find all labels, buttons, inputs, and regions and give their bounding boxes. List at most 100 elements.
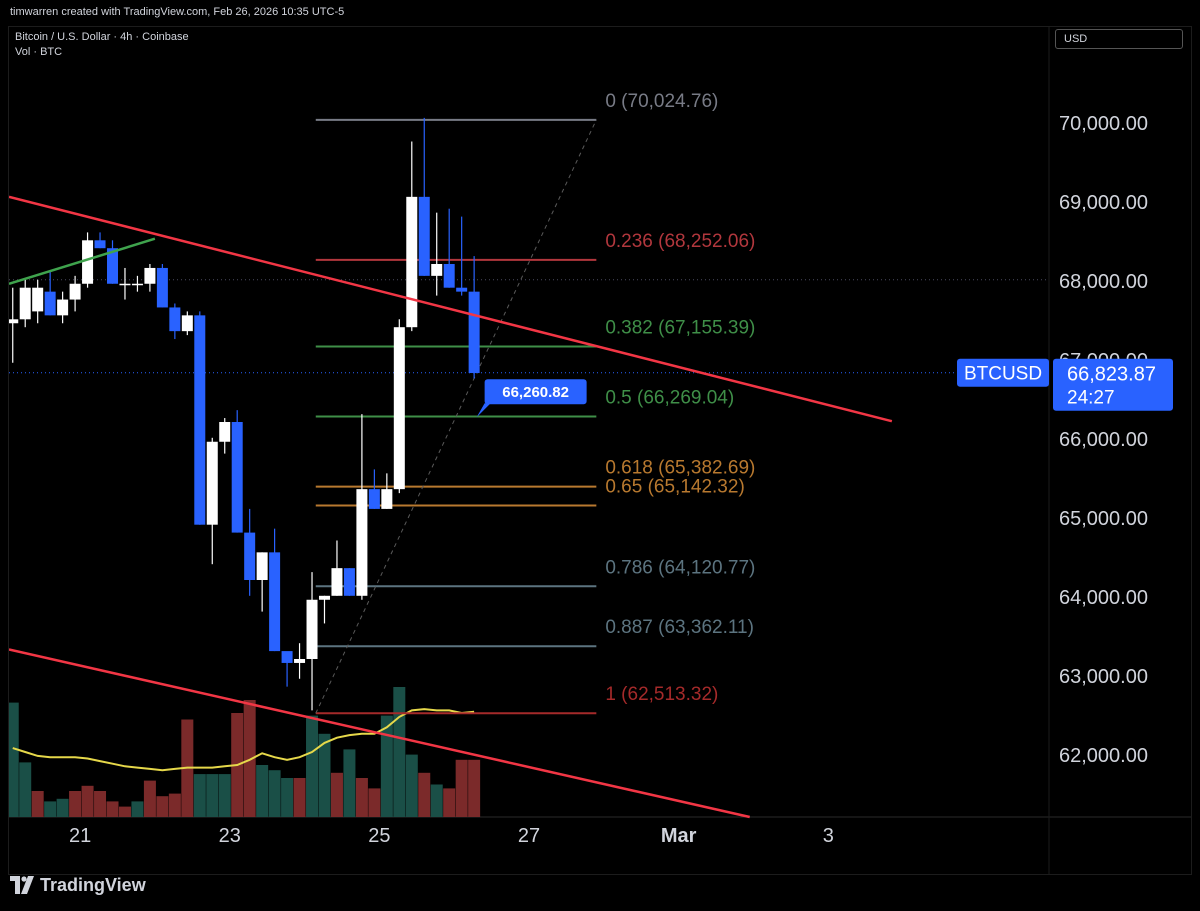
callout-pointer xyxy=(476,403,491,418)
price-tick-label: 69,000.00 xyxy=(1059,192,1148,214)
volume-bar xyxy=(118,806,131,817)
time-tick-label: Mar xyxy=(661,825,697,847)
volume-bar xyxy=(31,791,44,817)
candle-body xyxy=(368,489,380,509)
volume-bar xyxy=(468,759,481,817)
candle-body xyxy=(356,489,368,596)
fib-diagonal xyxy=(315,119,597,714)
volume-bar xyxy=(206,774,219,817)
fib-label-0.65: 0.65 (65,142.32) xyxy=(605,477,744,498)
candle-body xyxy=(94,240,106,249)
volume-bar xyxy=(156,796,169,817)
candle-body xyxy=(443,264,455,288)
volume-bar xyxy=(393,687,406,817)
time-tick-label: 21 xyxy=(69,825,91,847)
candle-body xyxy=(9,319,19,324)
symbol-badge xyxy=(957,358,1049,387)
volume-bar xyxy=(306,715,319,817)
candle-body xyxy=(69,283,81,300)
price-tick-label: 65,000.00 xyxy=(1059,508,1148,530)
candle-body xyxy=(269,552,281,652)
fib-label-0.887: 0.887 (63,362.11) xyxy=(605,617,754,638)
price-chart[interactable]: 0 (70,024.76) 0.236 (68,252.06) 0.382 (67,… xyxy=(9,27,1192,875)
attribution-text: timwarren created with TradingView.com, … xyxy=(10,6,345,18)
trendline-lower-support xyxy=(9,648,750,819)
volume-bar xyxy=(405,754,418,817)
tradingview-logo-icon xyxy=(10,876,34,894)
last-price-label: 66,823.87 xyxy=(1067,364,1156,386)
candle-body xyxy=(343,568,355,596)
volume-bar xyxy=(455,759,468,817)
candle-body xyxy=(206,441,218,525)
volume-bar xyxy=(94,791,107,817)
candle-body xyxy=(32,287,44,312)
volume-ma-line xyxy=(12,708,475,772)
volume-legend[interactable]: Vol · BTC xyxy=(15,46,63,58)
candle-body xyxy=(57,299,69,316)
countdown-label: 24:27 xyxy=(1067,388,1115,409)
price-tick-label: 70,000.00 xyxy=(1059,113,1148,135)
volume-bar xyxy=(380,715,393,817)
volume-bar xyxy=(69,791,82,817)
volume-bar xyxy=(430,784,443,817)
candle-body xyxy=(306,599,318,659)
candle-body xyxy=(331,568,343,596)
candle-body xyxy=(468,291,480,374)
volume-bar xyxy=(131,801,144,817)
symbol-badge-label: BTCUSD xyxy=(964,364,1042,385)
volume-bar xyxy=(81,785,94,817)
candle-body xyxy=(156,267,168,308)
volume-bar xyxy=(418,772,431,817)
candle-body xyxy=(194,315,206,525)
volume-bar xyxy=(318,733,331,817)
volume-bar xyxy=(443,788,456,817)
footer xyxy=(0,875,1200,911)
candle-body xyxy=(244,532,256,580)
top-bar: timwarren created with TradingView.com, … xyxy=(0,0,1200,26)
volume-bar xyxy=(355,778,368,817)
volume-bar xyxy=(106,801,119,817)
time-tick-label: 3 xyxy=(823,825,834,847)
candle-body xyxy=(107,248,119,284)
volume-bar xyxy=(44,801,57,817)
volume-bar xyxy=(143,780,156,817)
volume-bar xyxy=(256,765,269,817)
volume-bar xyxy=(19,762,32,817)
currency-button[interactable]: USD xyxy=(1055,29,1183,49)
candle-body xyxy=(456,287,468,292)
candle-body xyxy=(169,307,181,332)
candle-body xyxy=(19,287,31,320)
fib-label-0.5: 0.5 (66,269.04) xyxy=(605,388,734,409)
candle-body xyxy=(131,283,143,286)
candle-body xyxy=(256,552,268,580)
time-tick-label: 23 xyxy=(219,825,241,847)
candle-body xyxy=(181,315,193,332)
volume-bar xyxy=(193,774,206,817)
candle-body xyxy=(406,196,418,328)
trendline-short-uptrend xyxy=(9,237,156,285)
candle-body xyxy=(318,595,330,600)
time-tick-label: 25 xyxy=(368,825,390,847)
price-tick-label: 62,000.00 xyxy=(1059,745,1148,767)
fib-label-0: 0 (70,024.76) xyxy=(605,91,718,112)
volume-bar xyxy=(343,749,356,817)
candle-body xyxy=(144,267,156,284)
candle-body xyxy=(431,264,443,276)
candle-body xyxy=(381,489,393,509)
candle-body xyxy=(281,651,293,663)
volume-bar xyxy=(268,770,281,817)
candle-body xyxy=(418,196,430,276)
volume-bar xyxy=(330,772,343,817)
tradingview-brand: TradingView xyxy=(40,875,146,895)
fib-label-0.618: 0.618 (65,382.69) xyxy=(605,458,755,479)
symbol-legend[interactable]: Bitcoin / U.S. Dollar · 4h · Coinbase xyxy=(15,31,189,43)
chart-frame[interactable]: 0 (70,024.76) 0.236 (68,252.06) 0.382 (67,… xyxy=(8,26,1192,875)
callout-label: 66,260.82 xyxy=(502,384,569,401)
volume-bar xyxy=(218,774,231,817)
last-price-badge xyxy=(1053,358,1173,411)
candle-body xyxy=(231,422,243,533)
price-tick-label: 64,000.00 xyxy=(1059,587,1148,609)
volume-bar xyxy=(243,700,256,817)
trendline-upper-resistance xyxy=(9,195,893,423)
candle-body xyxy=(82,240,94,284)
